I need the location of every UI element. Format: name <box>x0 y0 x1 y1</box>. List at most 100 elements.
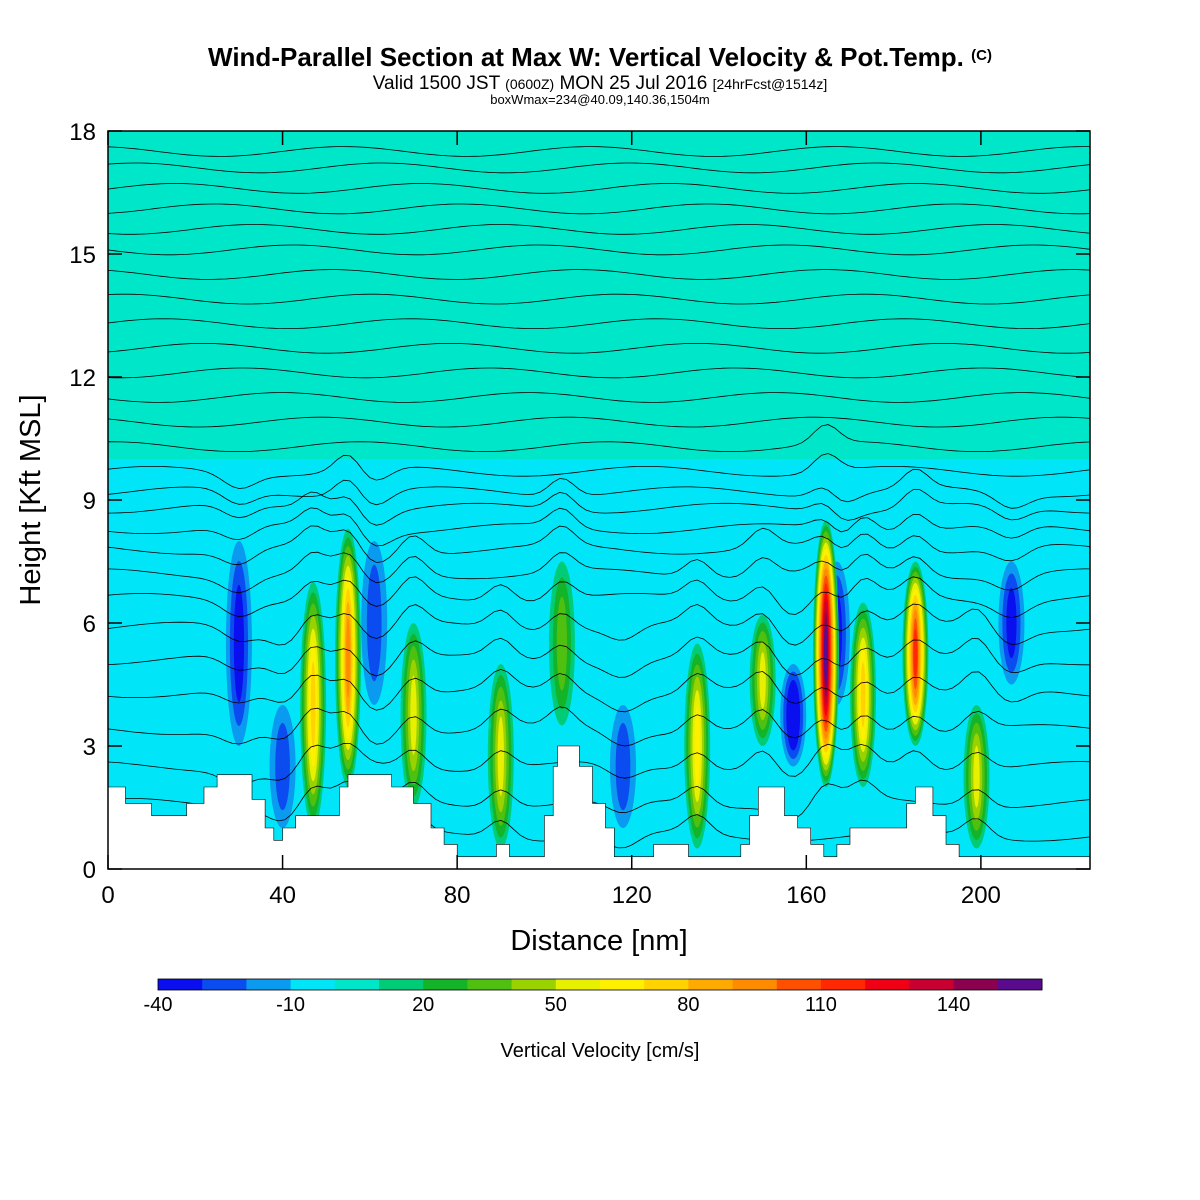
downdraft-cell-6 <box>998 561 1025 685</box>
downdraft-contour <box>1006 587 1017 659</box>
isentrope-line <box>108 551 1090 594</box>
isentrope-line <box>108 416 1090 428</box>
isentrope-line <box>108 507 1090 547</box>
downdraft-contour <box>366 564 382 682</box>
isentrope-line <box>108 343 1090 354</box>
updraft-contour <box>497 716 504 796</box>
colorbar-tick-label: 140 <box>937 994 970 1016</box>
colorbar-swatch <box>644 979 689 990</box>
colorbar-tick-label: 20 <box>412 994 434 1016</box>
y-tick-label: 3 <box>83 734 96 761</box>
x-tick-label: 200 <box>961 882 1001 909</box>
isentrope-line <box>108 468 1090 509</box>
updraft-cell-4 <box>548 561 575 726</box>
colorbar-swatch <box>158 979 203 990</box>
isentrope-line <box>108 603 1090 646</box>
colorbar-frame <box>157 978 1043 991</box>
updraft-contour <box>556 596 568 691</box>
isentrope-line <box>108 224 1090 235</box>
downdraft-contour <box>789 690 798 741</box>
subtitle-valid-time: Valid 1500 JST <box>372 73 500 94</box>
colorbar-tick-label: 80 <box>677 994 699 1016</box>
downdraft-cell-1 <box>269 705 296 828</box>
title-main: Wind-Parallel Section at Max W: Vertical… <box>208 42 964 72</box>
isentrope-line <box>108 489 1090 526</box>
isentrope-line <box>108 203 1090 215</box>
colorbar-swatch <box>688 979 734 990</box>
x-axis-ticks: 0 40 80 120 160 200 <box>101 131 1001 909</box>
downdraft-cell-2 <box>361 541 388 705</box>
isentrope-line <box>108 392 1090 403</box>
colorbar-swatch <box>467 979 513 990</box>
updraft-contour <box>759 652 766 709</box>
colorbar-tick-label: 110 <box>805 994 837 1016</box>
x-tick-label: 160 <box>786 882 826 909</box>
downdraft-contour <box>615 722 631 811</box>
downdraft-cell-0 <box>225 541 252 746</box>
updraft-contour <box>973 745 980 808</box>
y-tick-label: 0 <box>83 857 96 884</box>
isentrope-line <box>108 742 1090 786</box>
isentrope-line <box>108 453 1090 489</box>
isentrope-line <box>108 706 1090 747</box>
colorbar-swatch <box>909 979 955 990</box>
colorbar-swatch <box>953 979 999 990</box>
x-tick-label: 80 <box>444 882 471 909</box>
subtitle-date: MON 25 Jul 2016 <box>559 73 708 94</box>
isentrope-line <box>108 244 1090 256</box>
isentrope-line <box>108 424 1090 452</box>
colorbar-tick-label: -40 <box>144 994 173 1016</box>
updraft-cell-6 <box>749 614 776 747</box>
y-tick-label: 18 <box>69 119 96 146</box>
colorbar: -40 -10 20 50 80 110 140 <box>144 978 1043 1016</box>
updraft-contour <box>694 706 700 786</box>
updraft-cell-5 <box>684 643 711 849</box>
isentrope-line <box>108 146 1090 157</box>
y-tick-label: 15 <box>69 242 96 269</box>
box-wmax-line: boxWmax=234@40.09,140.36,1504m <box>490 92 710 107</box>
x-tick-label: 40 <box>269 882 296 909</box>
x-tick-label: 120 <box>612 882 652 909</box>
isentrope-line <box>108 318 1090 329</box>
chart-subtitle: Valid 1500 JST (0600Z) MON 25 Jul 2016 [… <box>0 73 1200 95</box>
y-tick-label: 12 <box>69 365 96 392</box>
colorbar-swatch <box>334 979 380 990</box>
colorbar-tick-label: -10 <box>276 994 305 1016</box>
subtitle-forecast-info: [24hrFcst@1514z] <box>712 76 828 92</box>
updraft-cell-2 <box>400 623 427 808</box>
downdraft-cell-3 <box>610 705 637 828</box>
updraft-cell-9 <box>902 561 929 746</box>
y-tick-label: 9 <box>83 488 96 515</box>
terrain-mask <box>107 745 1091 870</box>
isentrope-line <box>108 367 1090 379</box>
colorbar-swatch <box>379 979 424 990</box>
isentrope-line <box>108 269 1090 280</box>
isentrope-line <box>108 668 1090 713</box>
colorbar-swatch <box>865 979 910 990</box>
subtitle-utc-time: (0600Z) <box>505 76 555 92</box>
isentrope-line <box>108 162 1090 174</box>
colorbar-swatch <box>821 979 866 990</box>
y-axis-label: Height [Kft MSL] <box>15 394 47 605</box>
title-copyright-mark: (C) <box>971 47 992 64</box>
colorbar-swatch <box>290 979 336 990</box>
isentrope-line <box>108 525 1090 566</box>
colorbar-tick-label: 50 <box>545 994 567 1016</box>
colorbar-swatch <box>246 979 292 990</box>
colorbar-swatch <box>776 979 822 990</box>
downdraft-contour <box>233 584 245 703</box>
updraft-cell-7 <box>812 520 839 787</box>
updraft-cell-0 <box>300 582 327 828</box>
downdraft-cell-4 <box>780 664 807 767</box>
updraft-cell-8 <box>850 602 877 787</box>
isentrope-line <box>108 636 1090 678</box>
updraft-contour <box>823 623 828 685</box>
colorbar-swatch <box>600 979 645 990</box>
chart-title: Wind-Parallel Section at Max W: Vertical… <box>0 42 1200 73</box>
x-axis-label: Distance [nm] <box>510 925 687 957</box>
isentrope-line <box>108 293 1090 305</box>
updraft-cell-10 <box>963 705 990 849</box>
downdraft-contour <box>275 722 290 811</box>
colorbar-swatch <box>511 979 557 990</box>
